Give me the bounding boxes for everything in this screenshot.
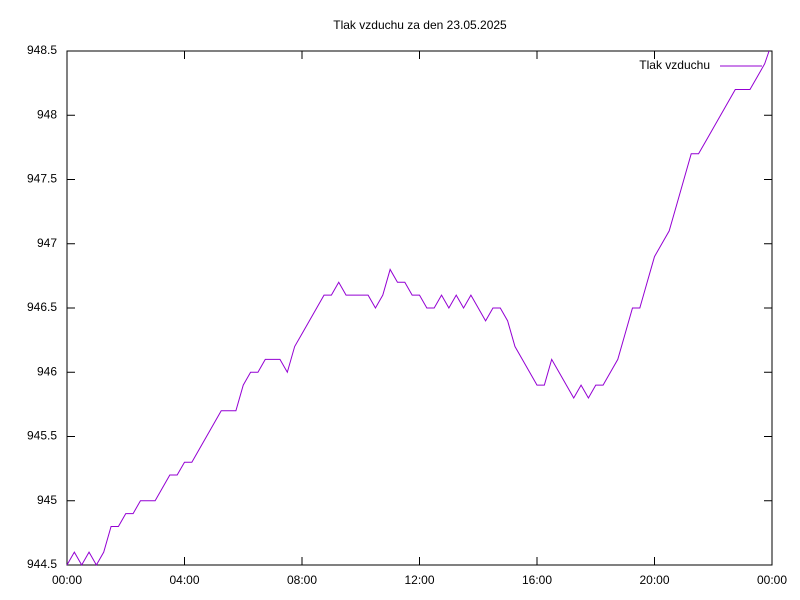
x-tick-label: 00:00 [757,573,787,587]
legend-label: Tlak vzduchu [639,58,710,72]
x-tick-label: 08:00 [287,573,317,587]
y-tick-label: 947.5 [27,172,57,186]
y-tick-label: 945.5 [27,429,57,443]
y-tick-label: 945 [37,493,57,507]
x-tick-label: 12:00 [404,573,434,587]
y-tick-label: 944.5 [27,557,57,571]
chart-title: Tlak vzduchu za den 23.05.2025 [333,18,507,32]
x-tick-label: 16:00 [522,573,552,587]
x-tick-label: 00:00 [52,573,82,587]
x-tick-label: 20:00 [639,573,669,587]
plot-frame [66,50,773,566]
x-tick-label: 04:00 [169,573,199,587]
data-line [66,50,770,567]
y-tick-label: 946.5 [27,300,57,314]
y-tick-label: 948 [37,107,57,121]
y-tick-label: 948.5 [27,43,57,57]
y-tick-label: 946 [37,364,57,378]
y-tick-label: 947 [37,236,57,250]
